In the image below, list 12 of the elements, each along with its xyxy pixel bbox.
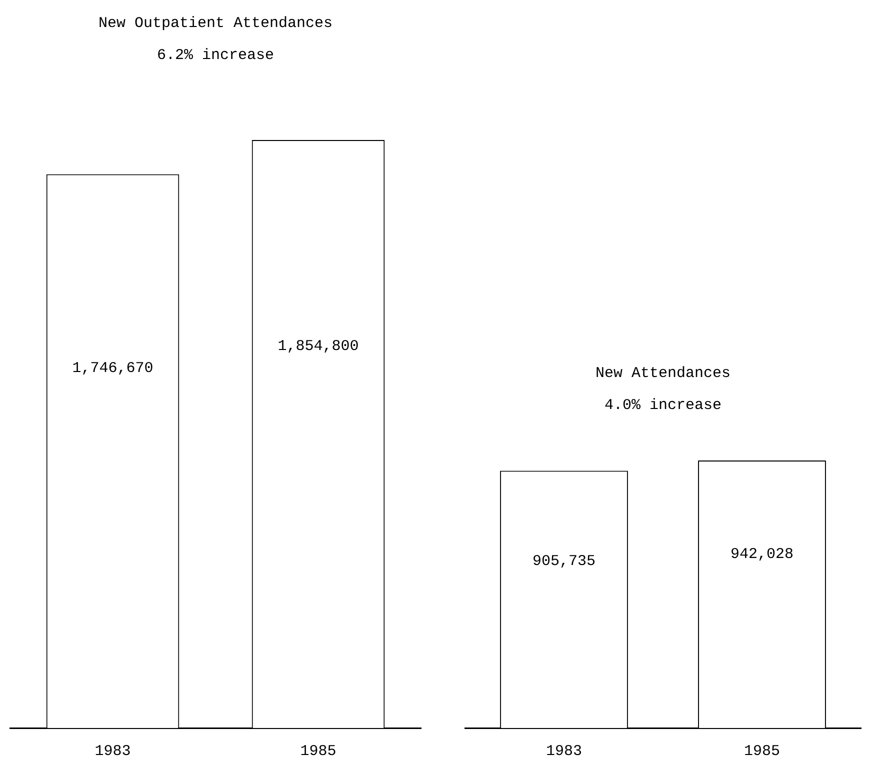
chart-subtitle: 6.2% increase xyxy=(156,46,274,64)
data-label: 1,746,670 xyxy=(72,360,154,378)
x-tick-label: 1983 xyxy=(546,742,582,760)
x-tick-label: 1985 xyxy=(300,742,336,760)
x-tick-label: 1983 xyxy=(94,742,131,760)
chart-subtitle: 4.0% increase xyxy=(604,396,722,414)
chart-title: New Outpatient Attendances xyxy=(98,14,333,32)
chart-title: New Attendances xyxy=(595,364,731,382)
x-tick-label: 1985 xyxy=(744,742,780,760)
data-label: 905,735 xyxy=(532,552,596,570)
data-label: 942,028 xyxy=(730,546,794,564)
data-label: 1,854,800 xyxy=(278,338,359,355)
